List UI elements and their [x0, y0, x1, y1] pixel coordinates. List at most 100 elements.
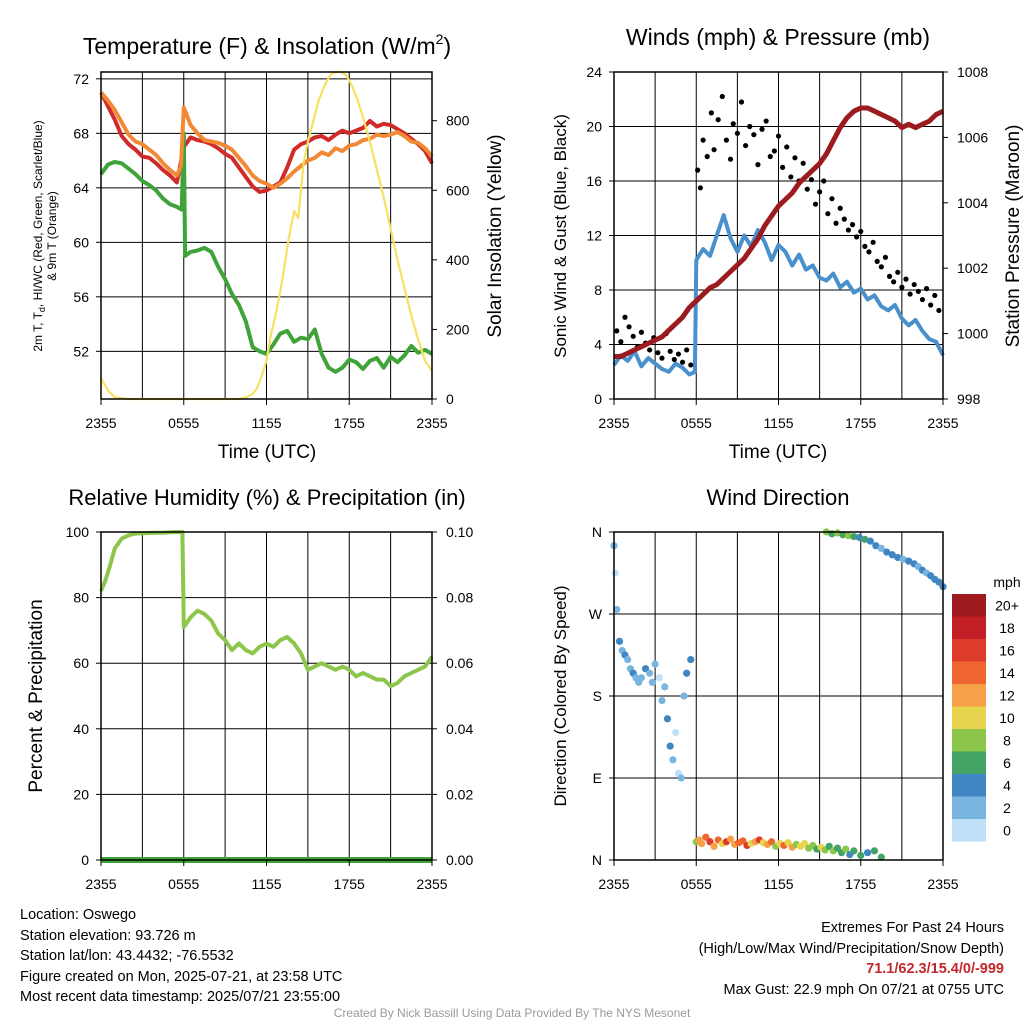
y2-tick-label: 0 [446, 391, 454, 407]
gust-point [614, 328, 620, 334]
gust-point [932, 292, 938, 299]
gust-point [747, 123, 753, 130]
humidity-panel: Relative Humidity (%) & Precipitation (i… [26, 485, 473, 892]
y-tick-label: W [589, 606, 603, 622]
y-tick-label: 20 [73, 786, 89, 802]
y-tick-label: 60 [73, 234, 89, 250]
legend-label: 12 [999, 687, 1015, 703]
direction-point [680, 692, 688, 700]
direction-point [833, 529, 842, 537]
direction-point [899, 555, 907, 563]
legend-label: 4 [1003, 777, 1011, 793]
legend-label: 14 [999, 665, 1015, 681]
y-tick-label: 8 [594, 282, 602, 298]
y-tick-label: 60 [73, 655, 89, 671]
gust-point [734, 130, 740, 136]
gust-point [903, 276, 909, 282]
x-tick-label: 0555 [168, 415, 199, 431]
y2-tick-label: 0.06 [446, 655, 473, 671]
direction-point [637, 674, 646, 682]
gust-point [825, 211, 831, 217]
gust-point [907, 291, 913, 297]
legend-swatch [952, 751, 986, 774]
extremes-heading: Extremes For Past 24 Hours [821, 920, 1004, 936]
direction-point [888, 551, 896, 559]
direction-point [658, 696, 666, 705]
y-tick-label: 72 [73, 71, 89, 87]
legend-label: 16 [999, 642, 1015, 658]
direction-point [866, 537, 874, 545]
gust-point [767, 153, 773, 160]
direction-title: Wind Direction [706, 485, 849, 510]
humidity-title: Relative Humidity (%) & Precipitation (i… [68, 485, 465, 510]
gust-point [780, 164, 786, 170]
gust-point [730, 121, 736, 127]
gust-point [638, 329, 645, 335]
y2-tick-label: 0.00 [446, 852, 473, 868]
winds-title: Winds (mph) & Pressure (mb) [626, 24, 930, 50]
gust-point [679, 359, 686, 365]
gust-point [738, 99, 745, 105]
y-tick-label: 40 [73, 721, 89, 737]
gust-point [622, 314, 628, 320]
x-tick-label: 0555 [681, 876, 712, 892]
gust-point [763, 118, 769, 124]
gust-point [833, 220, 839, 226]
gust-point [792, 155, 798, 161]
direction-point [857, 851, 865, 860]
gust-point [755, 162, 761, 168]
gust-point [866, 249, 872, 255]
temperature-panel: Temperature (F) & Insolation (W/m2) 2355… [31, 31, 506, 463]
direction-ylabel: Direction (Colored By Speed) [551, 585, 570, 806]
gust-point [817, 189, 823, 195]
gust-point [878, 264, 884, 270]
y-tick-label: 100 [66, 524, 90, 540]
gust-point [874, 258, 880, 264]
dewpoint-line [99, 131, 434, 374]
gust-point [727, 156, 734, 162]
credit-line: Created By Nick Bassill Using Data Provi… [333, 1006, 691, 1020]
gust-point [719, 93, 725, 100]
legend-swatch [952, 594, 986, 617]
direction-point [855, 533, 863, 542]
extremes-subheading: (High/Low/Max Wind/Precipitation/Snow De… [698, 940, 1004, 957]
gust-point [808, 177, 815, 183]
created: Figure created on Mon, 2025-07-21, at 23… [20, 968, 343, 985]
temperature-ylabel-right: Solar Insolation (Yellow) [485, 134, 506, 337]
gust-point [837, 205, 843, 211]
gust-point [804, 186, 810, 192]
gust-point [723, 137, 730, 143]
gust-point [675, 351, 682, 357]
pressure-line [614, 105, 945, 359]
gust-point [829, 196, 835, 202]
legend-label: 6 [1003, 755, 1011, 771]
gust-point [671, 356, 677, 363]
temperature-ylabel: 2m T, Td, HI/WC (Red, Green, Scarlet/Blu… [31, 120, 47, 351]
elevation: Station elevation: 93.726 m [20, 927, 196, 944]
x-tick-label: 1155 [251, 876, 281, 892]
x-tick-label: 0555 [168, 876, 199, 892]
x-tick-label: 2355 [927, 876, 958, 892]
legend-label: 18 [999, 620, 1015, 636]
x-tick-label: 1155 [763, 876, 793, 892]
direction-point [850, 847, 858, 855]
direction-point [877, 853, 885, 861]
gust-point [647, 347, 653, 353]
y2-tick-label: 1008 [957, 64, 988, 80]
gust-point [858, 228, 864, 235]
direction-point [651, 660, 659, 668]
direction-point [870, 847, 879, 855]
y-tick-label: 0 [594, 391, 602, 407]
x-tick-label: 2355 [598, 415, 629, 431]
gust-point [841, 216, 847, 222]
temperature-title: Temperature (F) & Insolation (W/m2) [83, 31, 451, 59]
y-tick-label: 16 [586, 173, 602, 189]
x-tick-label: 1755 [334, 876, 365, 892]
y-tick-label: 12 [586, 228, 602, 244]
y2-tick-label: 0.10 [446, 524, 473, 540]
gust-point [849, 222, 856, 228]
direction-point [661, 683, 669, 691]
direction-point [839, 531, 847, 539]
gust-point [626, 324, 632, 330]
direction-point [615, 637, 624, 645]
